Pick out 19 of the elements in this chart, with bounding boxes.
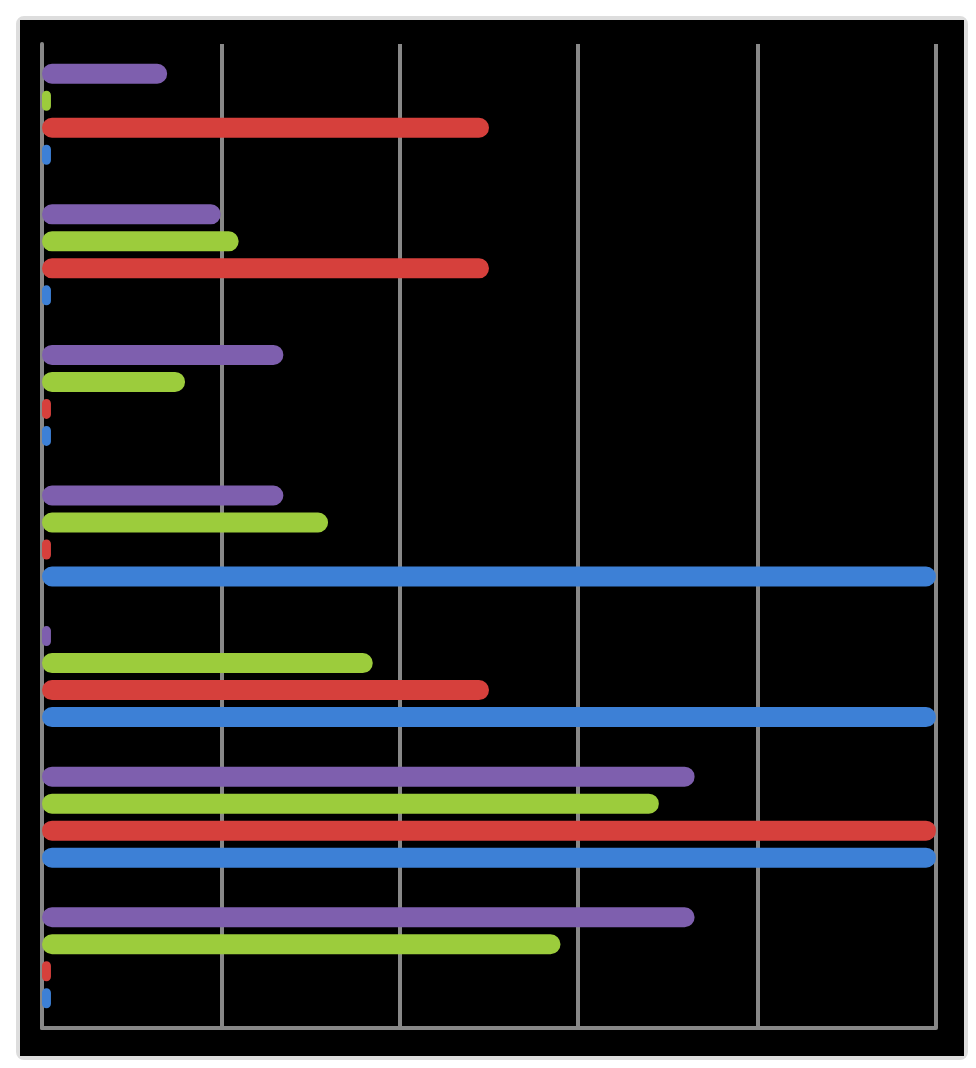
bar (42, 485, 284, 506)
bar (42, 653, 373, 674)
bar (42, 512, 329, 533)
bar (42, 793, 659, 814)
bar (42, 934, 561, 955)
bar (42, 820, 936, 841)
bar (42, 680, 489, 701)
bar (42, 258, 489, 279)
bar (42, 566, 936, 587)
bar (42, 847, 936, 868)
bar (42, 231, 239, 252)
bar (42, 766, 695, 787)
bar (42, 371, 186, 392)
bar (42, 707, 936, 728)
bar (42, 63, 168, 84)
bar (42, 204, 221, 225)
bar (42, 117, 489, 138)
bar (42, 344, 284, 365)
bar (42, 907, 695, 928)
